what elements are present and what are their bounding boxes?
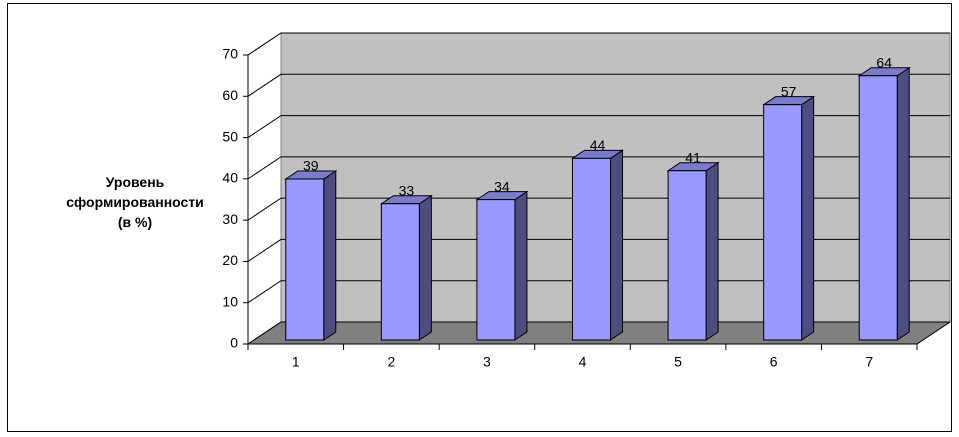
grid-line: [247, 280, 950, 304]
value-label: 34: [494, 178, 510, 194]
x-tick-label: 4: [579, 354, 587, 370]
x-tick-label: 6: [770, 354, 778, 370]
y-tick-label: 20: [222, 252, 238, 268]
bar: [380, 203, 420, 341]
grid-line: [247, 73, 950, 97]
value-label: 57: [781, 83, 797, 99]
bar-side: [801, 95, 815, 341]
x-tick-label: 5: [674, 354, 682, 370]
bar: [572, 157, 611, 341]
grid-line: [247, 238, 950, 262]
grid-line: [247, 32, 950, 56]
grid-line: [247, 197, 950, 221]
y-tick-label: 50: [222, 128, 238, 144]
y-tick-label: 30: [222, 211, 238, 227]
grid-line: [247, 156, 950, 180]
x-tick-label: 7: [865, 354, 873, 370]
value-label: 64: [876, 54, 892, 70]
bar: [285, 178, 325, 341]
bar-side: [323, 170, 337, 341]
floor-edge: [916, 321, 951, 345]
value-label: 41: [685, 149, 701, 165]
y-tick-label: 10: [222, 293, 238, 309]
y-tick-label: 0: [230, 335, 238, 351]
y-tick-label: 40: [222, 170, 238, 186]
y-axis-label: Уровень сформированности (в %): [66, 174, 204, 230]
y-tick-label: 70: [222, 46, 238, 62]
bar: [763, 104, 803, 341]
bar: [858, 75, 898, 341]
bar-side: [418, 194, 432, 341]
grid-line: [247, 115, 950, 138]
bar: [476, 199, 516, 341]
bar: [667, 170, 707, 341]
value-label: 44: [590, 137, 606, 153]
x-tick-label: 3: [483, 354, 491, 370]
x-tick-label: 1: [292, 354, 300, 370]
bar-side: [896, 66, 910, 341]
y-tick-label: 60: [222, 87, 238, 103]
x-tick-label: 2: [387, 354, 395, 370]
value-label: 33: [399, 182, 415, 198]
bar-side: [705, 161, 719, 341]
value-label: 39: [303, 158, 319, 174]
bar-side: [514, 190, 528, 341]
grid-line: [247, 321, 950, 345]
bar-side: [610, 149, 623, 341]
side-wall: [247, 32, 282, 345]
